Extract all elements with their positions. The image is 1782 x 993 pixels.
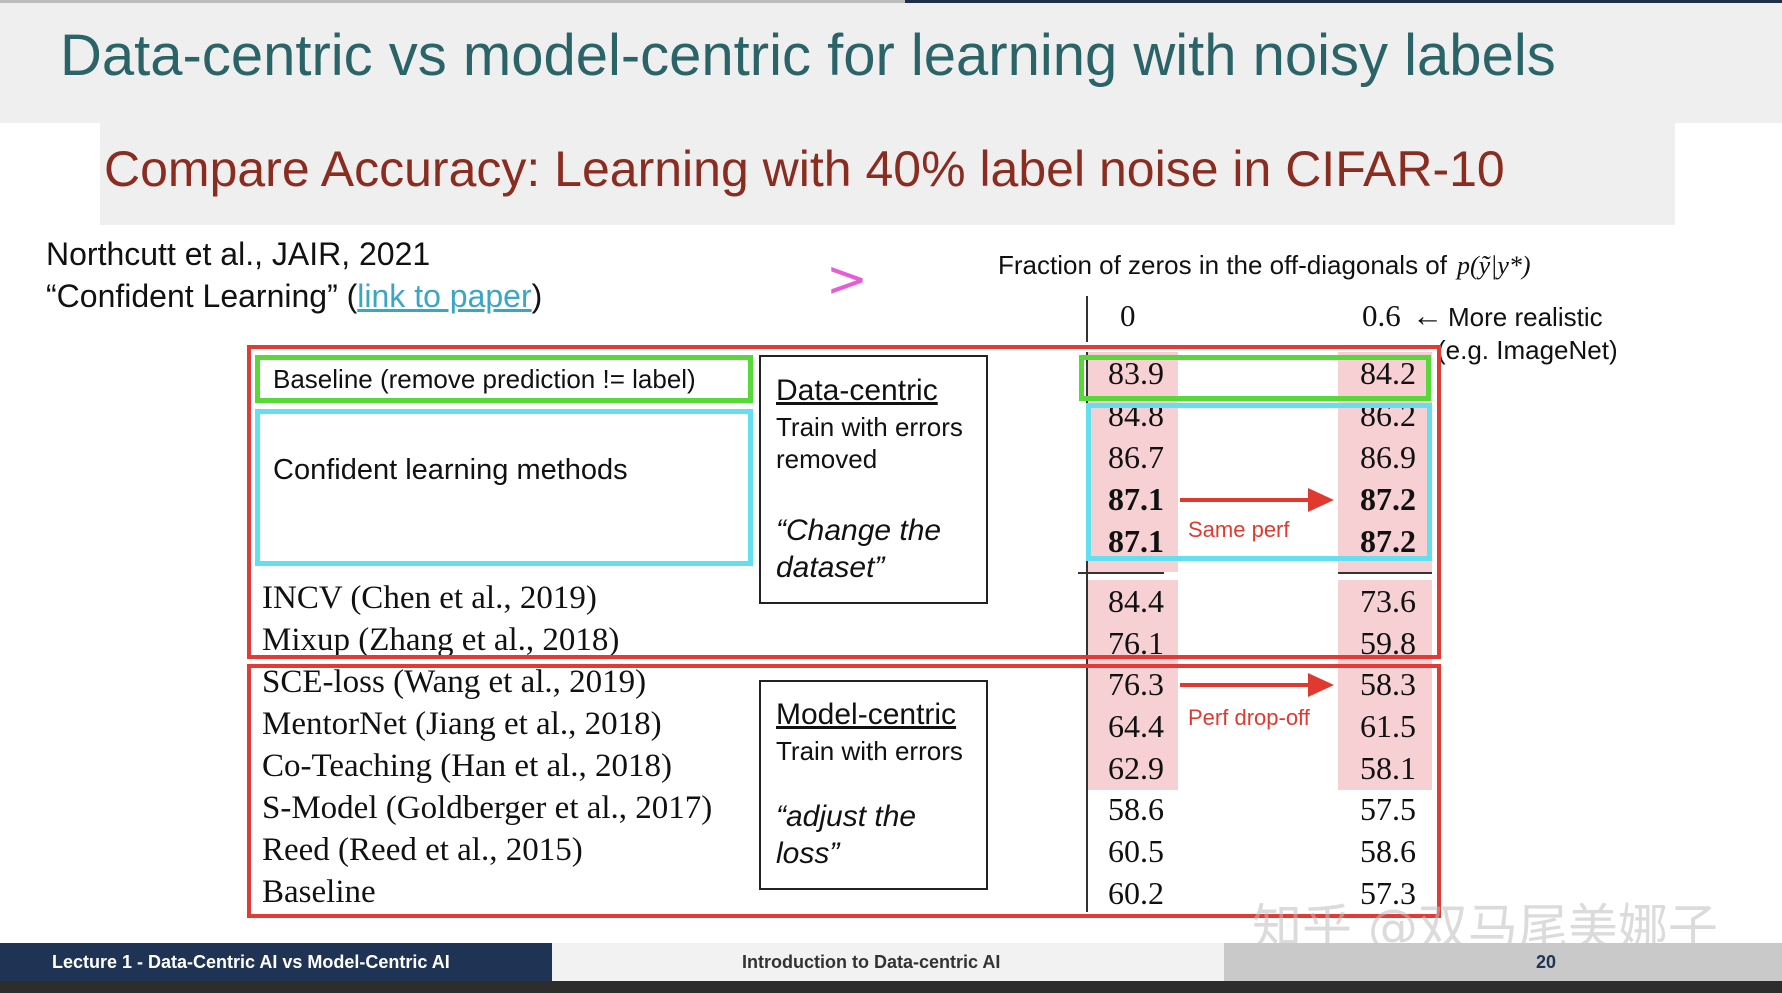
value-0-row10: 62.9 [1108, 750, 1164, 786]
method-baseline: Baseline [262, 874, 376, 910]
value-06-row10: 58.1 [1360, 750, 1416, 786]
value-06-row4: 87.2 [1360, 481, 1416, 517]
fraction-math: p(ỹ|y*) [1457, 251, 1531, 280]
same-perf-arrow-icon [1180, 488, 1334, 512]
slide-title: Data-centric vs model-centric for learni… [60, 23, 1556, 88]
value-06-row9: 61.5 [1360, 708, 1416, 744]
value-06-row1: 84.2 [1360, 355, 1416, 391]
value-0-row1: 83.9 [1108, 355, 1164, 391]
model-centric-callout [759, 680, 988, 890]
perf-drop-label: Perf drop-off [1188, 705, 1310, 730]
pink-cells-left-bottom [1088, 580, 1178, 790]
subtitle-band [100, 123, 1675, 225]
baseline-remove-label: Baseline (remove prediction != label) [273, 364, 696, 394]
title-band [0, 3, 1782, 123]
footer-lecture-title: Lecture 1 - Data-Centric AI vs Model-Cen… [52, 952, 450, 972]
value-cyan-box [1086, 403, 1432, 561]
realistic-note-line1: More realistic [1448, 302, 1603, 332]
table-rule-right [1338, 572, 1432, 574]
column-header-0: 0 [1120, 298, 1136, 333]
greater-than-mark: > [826, 250, 868, 308]
model-centric-quote1: “adjust the [776, 800, 917, 833]
value-0-row8: 76.3 [1108, 666, 1164, 702]
value-06-row12: 58.6 [1360, 833, 1416, 869]
footer-bottom-strip [0, 981, 1782, 993]
data-centric-line2: removed [776, 444, 878, 474]
model-centric-quote2: loss” [776, 837, 840, 870]
perf-drop-arrow-icon [1180, 673, 1334, 697]
footer-page-number: 20 [1536, 952, 1557, 972]
method-mixup: Mixup (Zhang et al., 2018) [262, 622, 620, 658]
value-0-row4: 87.1 [1108, 481, 1164, 517]
slide-subtitle: Compare Accuracy: Learning with 40% labe… [104, 141, 1505, 197]
same-perf-label: Same perf [1188, 517, 1290, 542]
top-border-right [905, 0, 1782, 3]
data-centric-quote1: “Change the [776, 514, 942, 547]
value-06-row13: 57.3 [1360, 875, 1416, 911]
value-06-row5: 87.2 [1360, 523, 1416, 559]
model-centric-red-box [247, 664, 1441, 918]
fraction-caption-text: Fraction of zeros in the off-diagonals o… [998, 250, 1447, 280]
footer-middle-band [552, 943, 1224, 981]
top-border-left [0, 0, 905, 3]
method-reed: Reed (Reed et al., 2015) [262, 832, 583, 868]
table-vrule [1086, 352, 1088, 912]
table-vrule-header [1086, 296, 1088, 342]
value-06-row6: 73.6 [1360, 583, 1416, 619]
data-centric-quote2: dataset” [776, 551, 885, 584]
reference-citation: Northcutt et al., JAIR, 2021 [46, 236, 431, 272]
value-0-row6: 84.4 [1108, 583, 1164, 619]
data-centric-callout [759, 355, 988, 604]
fraction-caption: Fraction of zeros in the off-diagonals o… [998, 250, 1531, 281]
value-0-row3: 86.7 [1108, 439, 1164, 475]
left-arrow-glyph: ← [1412, 298, 1443, 333]
baseline-green-box [255, 355, 753, 403]
data-centric-red-box [247, 345, 1441, 659]
pink-cells-right-bottom [1338, 580, 1432, 790]
footer-left-band [0, 943, 552, 981]
link-to-paper[interactable]: link to paper [357, 278, 532, 314]
method-incv: INCV (Chen et al., 2019) [262, 580, 597, 616]
table-rule-left [1078, 572, 1164, 574]
confident-learning-cyan-box [255, 409, 753, 566]
reference-suffix: ) [531, 278, 543, 314]
pink-cells-left-top [1088, 352, 1178, 572]
column-header-06: 0.6 [1362, 298, 1401, 333]
model-centric-title: Model-centric [776, 698, 957, 731]
value-0-row12: 60.5 [1108, 833, 1164, 869]
data-centric-line1: Train with errors [776, 412, 963, 442]
value-06-row3: 86.9 [1360, 439, 1416, 475]
value-0-row11: 58.6 [1108, 791, 1164, 827]
data-centric-title: Data-centric [776, 374, 938, 407]
reference-paper-line: “Confident Learning” (link to paper) [46, 278, 542, 315]
method-s-model: S-Model (Goldberger et al., 2017) [262, 790, 713, 826]
reference-prefix: “Confident Learning” ( [46, 278, 358, 314]
value-green-box [1079, 355, 1431, 401]
footer-course-title: Introduction to Data-centric AI [742, 952, 1001, 972]
value-06-row11: 57.5 [1360, 791, 1416, 827]
value-0-row13: 60.2 [1108, 875, 1164, 911]
confident-learning-label: Confident learning methods [273, 454, 628, 486]
value-06-row8: 58.3 [1360, 666, 1416, 702]
method-mentornet: MentorNet (Jiang et al., 2018) [262, 706, 662, 742]
realistic-note-line2: (e.g. ImageNet) [1437, 335, 1618, 365]
value-0-row5: 87.1 [1108, 523, 1164, 559]
value-0-row9: 64.4 [1108, 708, 1164, 744]
footer-right-band [1224, 943, 1782, 981]
pink-cells-right-top [1338, 352, 1432, 572]
method-sce-loss: SCE-loss (Wang et al., 2019) [262, 664, 647, 700]
model-centric-line1: Train with errors [776, 736, 963, 766]
method-co-teaching: Co-Teaching (Han et al., 2018) [262, 748, 673, 784]
